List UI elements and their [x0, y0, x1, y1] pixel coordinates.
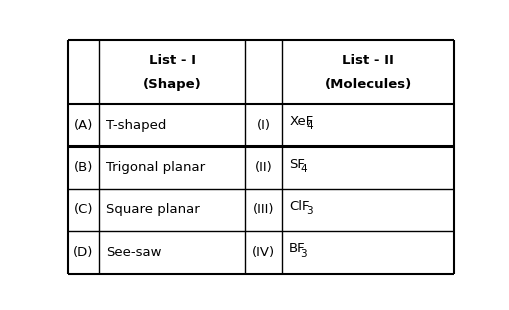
Text: (D): (D)	[73, 246, 94, 259]
Text: XeF: XeF	[289, 115, 314, 128]
Text: (Shape): (Shape)	[143, 78, 202, 91]
Text: List - I: List - I	[149, 54, 196, 67]
Text: 4: 4	[306, 122, 313, 131]
Text: 3: 3	[306, 206, 313, 216]
Text: 4: 4	[300, 164, 307, 174]
Text: Square planar: Square planar	[106, 203, 200, 216]
Text: SF: SF	[289, 157, 305, 170]
Text: 3: 3	[300, 249, 307, 259]
Text: (C): (C)	[74, 203, 93, 216]
Text: See-saw: See-saw	[106, 246, 162, 259]
Text: T-shaped: T-shaped	[106, 119, 167, 132]
Text: (A): (A)	[74, 119, 93, 132]
Text: (I): (I)	[257, 119, 271, 132]
Text: (III): (III)	[253, 203, 274, 216]
Text: (II): (II)	[255, 161, 273, 174]
Text: ClF: ClF	[289, 200, 309, 213]
Text: (B): (B)	[74, 161, 93, 174]
Text: BF: BF	[289, 242, 306, 255]
Text: Trigonal planar: Trigonal planar	[106, 161, 206, 174]
Text: List - II: List - II	[342, 54, 394, 67]
Text: (Molecules): (Molecules)	[325, 78, 412, 91]
Text: (IV): (IV)	[252, 246, 275, 259]
